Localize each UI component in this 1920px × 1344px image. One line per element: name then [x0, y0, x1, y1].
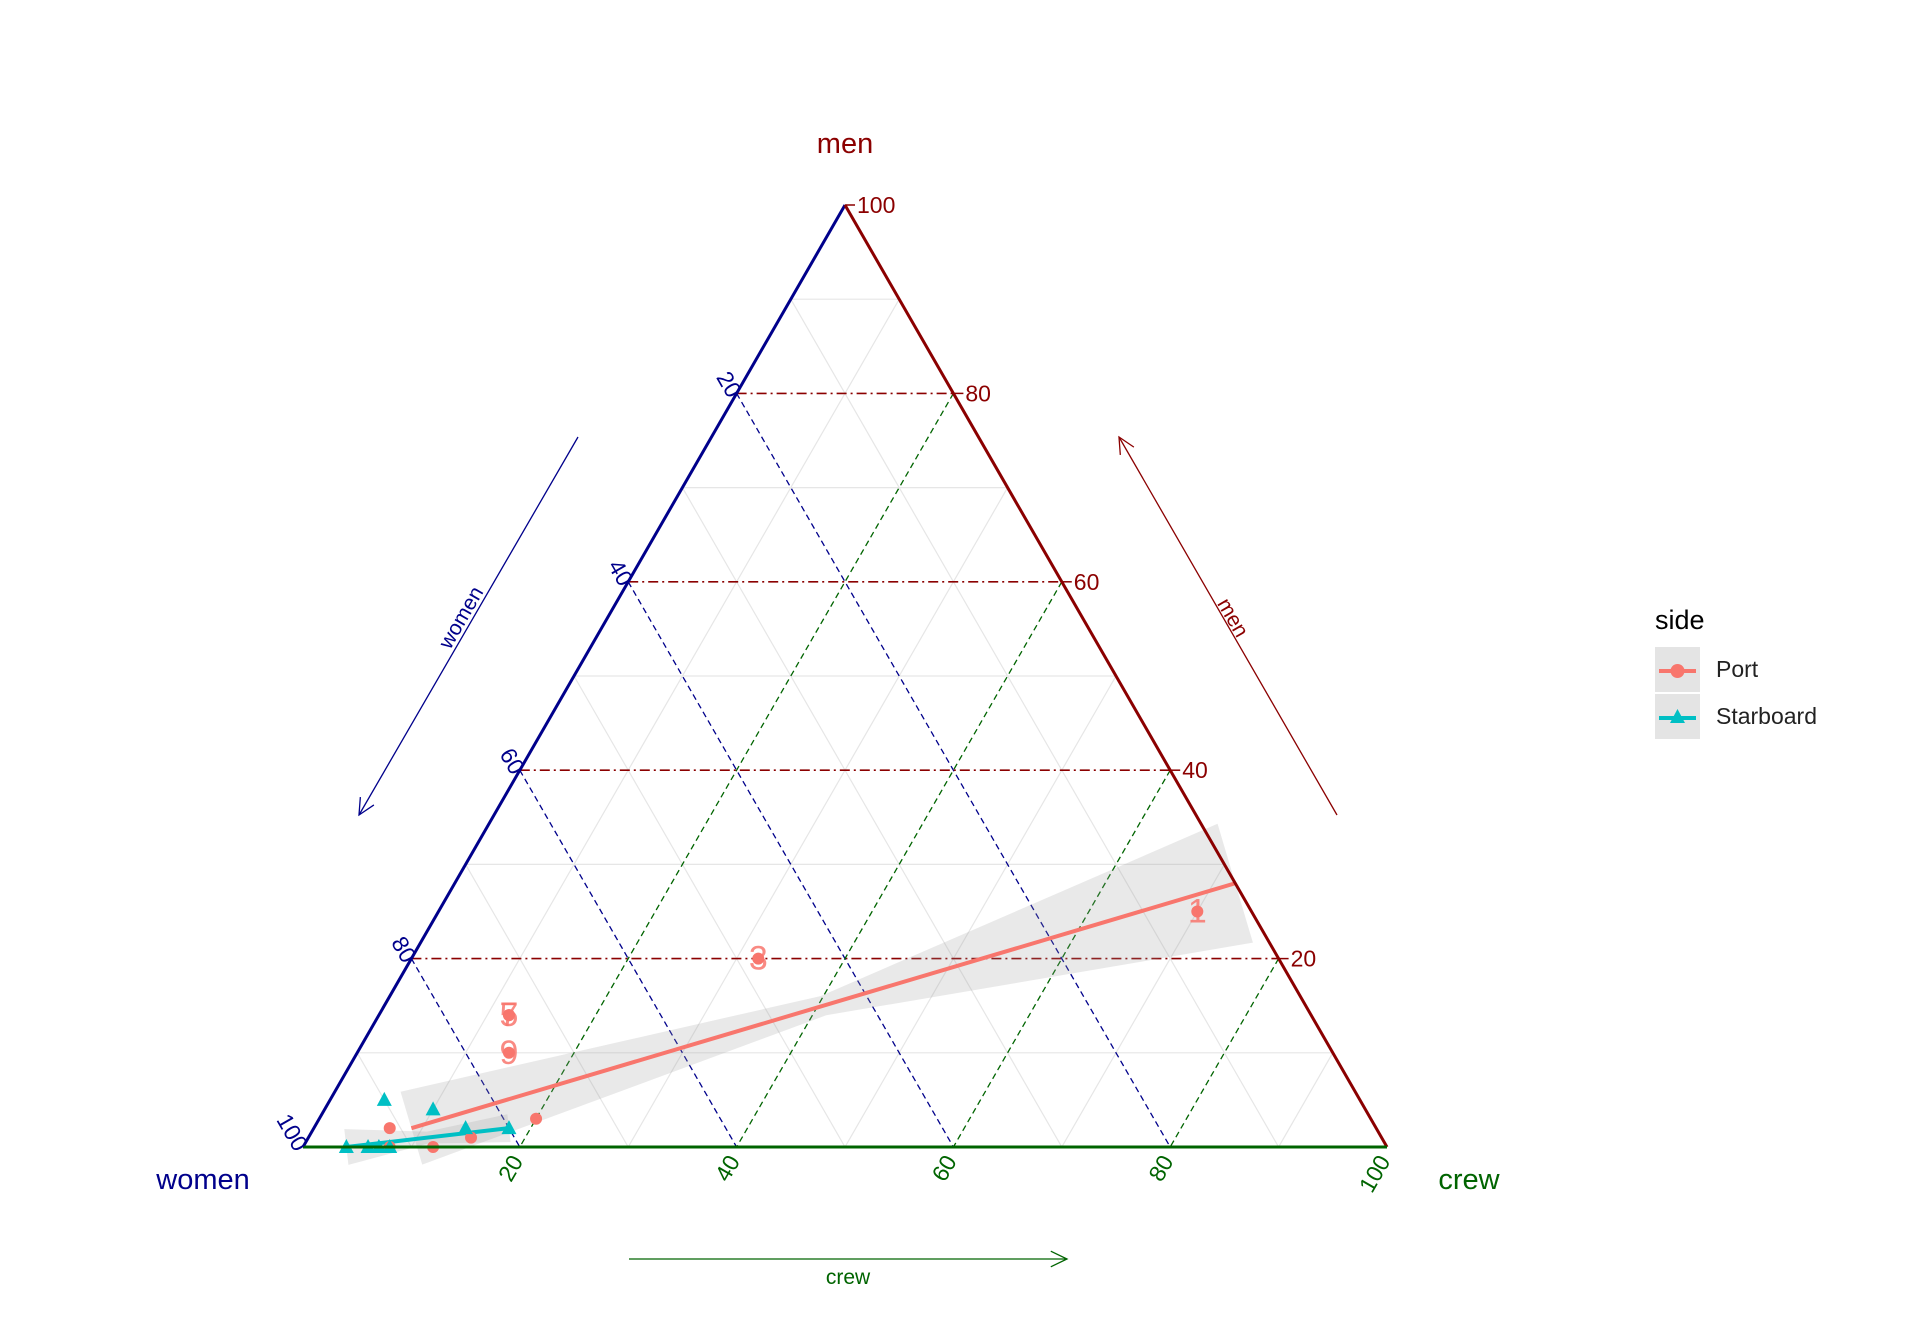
women-tick-label: 20: [711, 367, 746, 402]
point-label: 9: [499, 1034, 518, 1072]
grid-major-women: [627, 581, 954, 1148]
grid-minor-women: [790, 298, 1280, 1148]
women-axis-title: women: [155, 1164, 250, 1196]
crew-arrow-label: crew: [826, 1266, 871, 1289]
crew-tick-label: 60: [926, 1151, 961, 1186]
data-point: [465, 1131, 478, 1144]
grid-minor-crew: [844, 675, 1117, 1148]
men-tick-label: 60: [1074, 569, 1100, 595]
grid-minor-crew: [627, 487, 1009, 1148]
crew-tick-label: 40: [710, 1151, 745, 1186]
crew-tick-label: 100: [1354, 1151, 1396, 1197]
point-label: 3: [749, 940, 768, 978]
major-grid: [410, 392, 1280, 1148]
data-points: 13759: [338, 893, 1207, 1153]
grid-minor-women: [465, 864, 629, 1148]
women-tick-label: 80: [386, 932, 421, 967]
legend-title: side: [1655, 605, 1705, 635]
grid-major-crew: [1169, 958, 1280, 1148]
men-tick-label: 40: [1182, 757, 1208, 783]
men-tick-label: 20: [1291, 946, 1317, 972]
grid-major-women: [410, 958, 521, 1148]
legend-key-port: [1655, 647, 1700, 692]
crew-axis-title: crew: [1438, 1164, 1500, 1196]
data-point: [752, 952, 765, 965]
men-axis-title: men: [817, 128, 873, 160]
point-label: 1: [1188, 893, 1207, 931]
grid-major-crew: [952, 769, 1171, 1148]
men-arrowhead: [1118, 435, 1135, 455]
data-point: [501, 1120, 517, 1135]
confidence-band: [400, 823, 1253, 1165]
triangle-frame: [301, 204, 1389, 1149]
data-point: [530, 1112, 543, 1125]
women-tick-label: 60: [495, 744, 530, 779]
legend-item-port: Port: [1655, 646, 1895, 693]
grid-minor-crew: [410, 298, 900, 1148]
women-arrow: [358, 436, 579, 816]
data-point: [425, 1101, 441, 1116]
women-tick-label: 40: [603, 555, 638, 590]
trend-line: [410, 881, 1236, 1131]
data-point: [376, 1091, 392, 1106]
grid-major-crew: [519, 393, 954, 1148]
confidence-bands: [344, 823, 1253, 1165]
data-point: [1191, 905, 1204, 918]
axis-names: men women crew women men crew: [155, 128, 1500, 1289]
grid-major-women: [736, 393, 1171, 1148]
men-tick-label: 80: [965, 380, 991, 406]
legend-item-starboard: Starboard: [1655, 693, 1895, 740]
men-arrow-label: men: [1212, 594, 1252, 641]
grid-major-crew: [736, 581, 1063, 1148]
data-point: [383, 1122, 396, 1135]
men-axis-edge: [843, 204, 1389, 1148]
legend-point-starboard: [1670, 709, 1685, 723]
men-arrow: [1118, 436, 1338, 816]
grid-minor-crew: [1278, 1052, 1334, 1148]
crew-tick-label: 20: [493, 1151, 528, 1186]
legend-point-port: [1670, 664, 1685, 678]
women-arrowhead: [358, 797, 375, 817]
data-point: [502, 1046, 515, 1059]
legend-key-starboard: [1655, 694, 1700, 739]
crew-tick-label: 80: [1143, 1151, 1178, 1186]
legend-label-starboard: Starboard: [1716, 703, 1818, 729]
women-arrow-label: women: [434, 583, 488, 654]
tick-labels: 20 40 60 80 100 20 40 60 80 100 20 40 60 80 100: [271, 192, 1395, 1197]
data-point: [502, 1009, 515, 1022]
women-tick-label: 100: [271, 1109, 313, 1155]
grid-minor-women: [573, 675, 846, 1148]
grid-minor-women: [681, 487, 1063, 1148]
legend-label-port: Port: [1716, 656, 1759, 682]
data-point: [458, 1120, 474, 1135]
trend-lines: [346, 881, 1236, 1149]
trend-line: [346, 1126, 510, 1149]
grid-major-women: [519, 769, 738, 1148]
crew-arrowhead: [1050, 1250, 1069, 1268]
legend: side Port Starboard: [1655, 605, 1895, 740]
point-label: 5: [499, 996, 518, 1034]
men-tick-label: 100: [857, 192, 895, 218]
women-axis-edge: [301, 204, 847, 1148]
